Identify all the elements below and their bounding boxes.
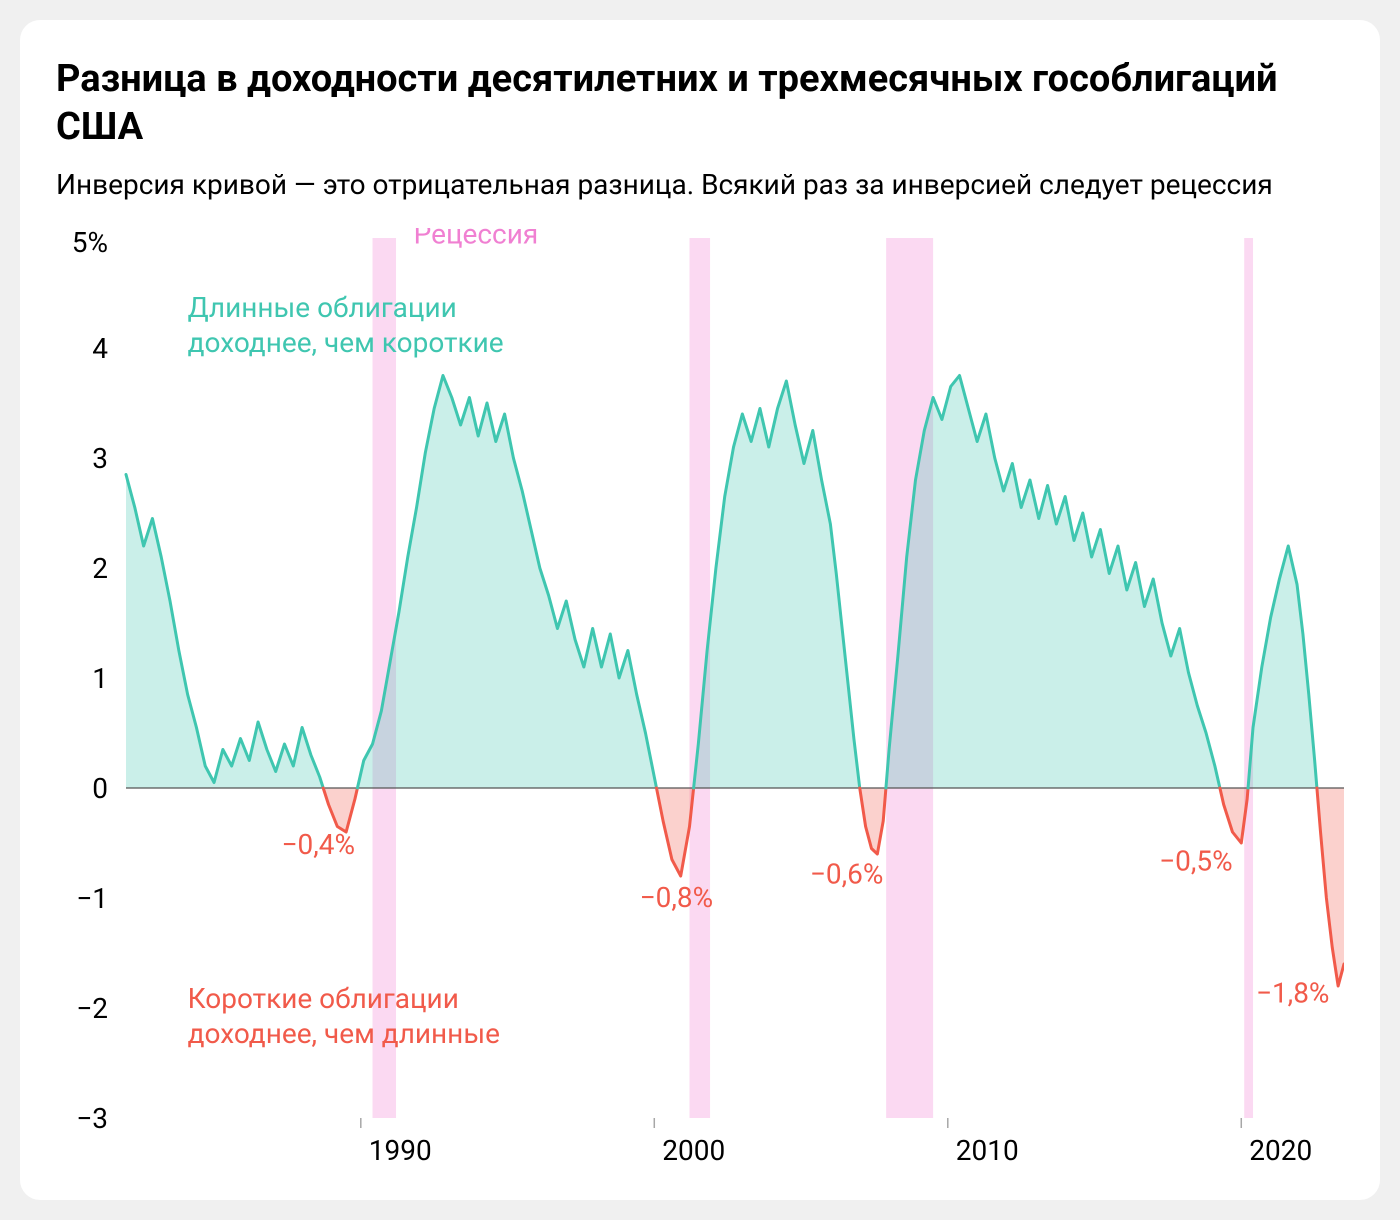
negative-area (1317, 788, 1344, 986)
chart-area: −3 −2 −1 0 1 2 3 4 5% 1990 2000 2010 2020 −0,4% −0,8% −… (56, 228, 1344, 1178)
trough-label: −0,4% (282, 828, 356, 861)
yield-spread-chart: −3 −2 −1 0 1 2 3 4 5% 1990 2000 2010 2020 −0,4% −0,8% −… (56, 228, 1344, 1178)
x-tick-label: 2000 (662, 1134, 725, 1167)
y-tick-label: 0 (92, 772, 108, 805)
x-tick-label: 2020 (1249, 1134, 1312, 1167)
y-top-label: 5% (72, 228, 108, 259)
x-tick-label: 1990 (369, 1134, 432, 1167)
recession-band (1244, 238, 1253, 1118)
legend-annotation: Короткие облигациидоходнее, чем длинные (188, 982, 500, 1050)
y-tick-label: 4 (92, 332, 108, 365)
positive-area (694, 381, 860, 788)
trough-label: −0,6% (810, 858, 884, 891)
trough-label: −0,5% (1159, 845, 1233, 878)
positive-area (126, 475, 323, 789)
chart-card: Разница в доходности десятилетних и трех… (20, 20, 1380, 1200)
y-tick-label: −1 (76, 882, 108, 915)
x-tick-label: 2010 (956, 1134, 1019, 1167)
trough-label: −1,8% (1256, 977, 1330, 1010)
y-tick-label: −3 (76, 1102, 108, 1135)
legend-annotation: Длинные облигациидоходнее, чем короткие (188, 291, 504, 359)
positive-area (886, 376, 1220, 789)
chart-title: Разница в доходности десятилетних и трех… (56, 56, 1344, 151)
y-tick-label: −2 (76, 992, 108, 1025)
y-tick-label: 1 (92, 662, 108, 695)
trough-label: −0,8% (640, 881, 714, 914)
chart-subtitle: Инверсия кривой — это отрицательная разн… (56, 165, 1344, 204)
y-tick-label: 2 (92, 552, 108, 585)
y-tick-label: 3 (92, 442, 108, 475)
legend-annotation: Рецессия (414, 228, 539, 251)
